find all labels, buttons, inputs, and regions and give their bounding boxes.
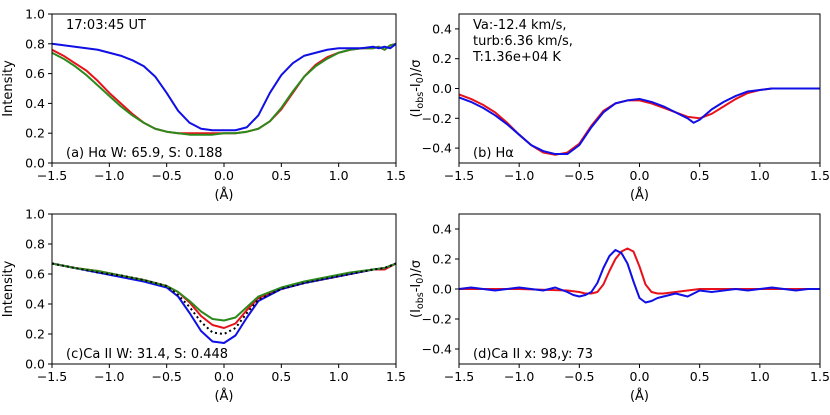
- annotation-text: turb:6.36 km/s,: [473, 34, 573, 49]
- y-axis-label-part: 0: [415, 77, 426, 83]
- x-axis-label: (Å): [630, 388, 649, 404]
- x-tick-label: 0.5: [271, 369, 291, 384]
- x-tick-label: 1.5: [810, 168, 830, 183]
- annotation-text: Va:-12.4 km/s,: [473, 18, 566, 33]
- x-tick-label: 0.5: [690, 168, 710, 183]
- y-tick-label: 0.2: [25, 126, 45, 141]
- annotation-text: T:1.36e+04 K: [472, 50, 561, 65]
- y-tick-label: 0.4: [432, 222, 452, 237]
- x-tick-label: −1.5: [37, 168, 67, 183]
- x-tick-label: −1.0: [504, 168, 534, 183]
- x-tick-label: −1.5: [444, 369, 474, 384]
- series-line-blue: [52, 262, 396, 344]
- axes-frame: [51, 213, 397, 365]
- series-line-green: [52, 262, 396, 322]
- x-tick-label: 0.0: [630, 369, 650, 384]
- y-tick-label: 0.2: [432, 252, 452, 267]
- series-line-blue: [459, 87, 820, 156]
- x-tick-label: 1.5: [386, 369, 406, 384]
- y-tick-label: 0.0: [432, 81, 452, 96]
- y-tick-label: −0.2: [422, 111, 452, 126]
- y-axis-label-part: )/σ: [409, 260, 424, 278]
- x-tick-label: 1.0: [750, 369, 770, 384]
- subplot-a: −1.5 −1.0 −0.5 0.0 0.5 1.0 1.5 0.0 0.2 0.4 0.6 0.8 1…: [1, 7, 406, 204]
- y-tick-label: 1.0: [25, 7, 45, 22]
- y-tick-label: 0.0: [25, 156, 45, 171]
- x-tick-label: −1.0: [94, 168, 124, 183]
- subplot-d: −1.5 −1.0 −0.5 0.0 0.5 1.0 1.5 −0.4 −0.2 0.0 0.2 0.…: [409, 213, 830, 404]
- x-tick-label: 0.0: [630, 168, 650, 183]
- y-axis-label-part: obs: [415, 292, 426, 309]
- series-line-blue: [52, 42, 396, 132]
- y-tick-label: −0.2: [422, 312, 452, 327]
- x-axis-label: (Å): [214, 388, 233, 404]
- annotation-text: (b) Hα: [473, 146, 514, 161]
- x-tick-label: 1.0: [329, 168, 349, 183]
- y-axis-label-part: obs: [415, 92, 426, 109]
- x-tick-label: −1.0: [504, 369, 534, 384]
- annotation-text: (a) Hα W: 65.9, S: 0.188: [66, 146, 223, 161]
- y-tick-label: −0.4: [422, 141, 452, 156]
- annotation-text: 17:03:45 UT: [66, 18, 146, 33]
- series-line-green: [52, 42, 396, 136]
- y-axis-label: Intensity: [1, 60, 16, 117]
- x-tick-label: 1.5: [386, 168, 406, 183]
- annotation-text: (d)Ca II x: 98,y: 73: [473, 347, 593, 362]
- x-tick-label: −0.5: [151, 168, 181, 183]
- x-tick-label: 1.0: [329, 369, 349, 384]
- x-tick-label: 1.0: [750, 168, 770, 183]
- x-axis-label: (Å): [214, 187, 233, 203]
- y-axis-label: (Iobs-I0)/σ: [409, 260, 426, 318]
- series-line-black-dotted: [52, 262, 396, 335]
- x-tick-label: −0.5: [151, 369, 181, 384]
- series-line-red: [459, 247, 820, 295]
- x-tick-label: 0.5: [690, 369, 710, 384]
- y-tick-label: 0.8: [25, 36, 45, 51]
- annotation-text: (c)Ca II W: 31.4, S: 0.448: [66, 347, 228, 362]
- x-axis-label: (Å): [630, 187, 649, 203]
- y-tick-label: 0.8: [25, 237, 45, 252]
- x-tick-label: 0.0: [214, 168, 234, 183]
- y-axis-label-part: 0: [415, 278, 426, 284]
- y-axis-label-part: (I: [409, 309, 424, 318]
- y-axis-label-part: -I: [409, 284, 424, 293]
- x-tick-label: −1.5: [444, 168, 474, 183]
- y-tick-label: 0.0: [432, 282, 452, 297]
- y-tick-label: 0.4: [25, 297, 45, 312]
- y-axis-label: Intensity: [1, 260, 16, 317]
- series-line-blue: [459, 249, 820, 304]
- y-tick-label: 0.4: [25, 96, 45, 111]
- x-tick-label: 0.0: [214, 369, 234, 384]
- y-tick-label: 0.6: [25, 66, 45, 81]
- y-axis-label-part: (I: [409, 109, 424, 118]
- x-tick-label: 0.5: [271, 168, 291, 183]
- y-tick-label: 1.0: [25, 207, 45, 222]
- y-tick-label: 0.0: [25, 357, 45, 372]
- x-tick-label: −1.5: [37, 369, 67, 384]
- axes-frame: [51, 13, 397, 164]
- y-axis-label: (Iobs-I0)/σ: [409, 60, 426, 118]
- x-tick-label: −0.5: [564, 369, 594, 384]
- series-line-red: [52, 42, 396, 135]
- y-tick-label: 0.2: [25, 327, 45, 342]
- x-tick-label: 1.5: [810, 369, 830, 384]
- y-axis-label-part: -I: [409, 83, 424, 92]
- y-tick-label: 0.4: [432, 21, 452, 36]
- y-tick-label: 0.2: [432, 51, 452, 66]
- y-tick-label: 0.6: [25, 267, 45, 282]
- x-tick-label: −1.0: [94, 369, 124, 384]
- y-axis-label-part: )/σ: [409, 60, 424, 78]
- subplot-b: −1.5 −1.0 −0.5 0.0 0.5 1.0 1.5 −0.4 −0.2 0.0 0.2 0.…: [409, 13, 830, 203]
- subplot-c: −1.5 −1.0 −0.5 0.0 0.5 1.0 1.5 0.0 0.2 0.4 0.6 0.8 1…: [1, 207, 406, 405]
- y-tick-label: −0.4: [422, 342, 452, 357]
- x-tick-label: −0.5: [564, 168, 594, 183]
